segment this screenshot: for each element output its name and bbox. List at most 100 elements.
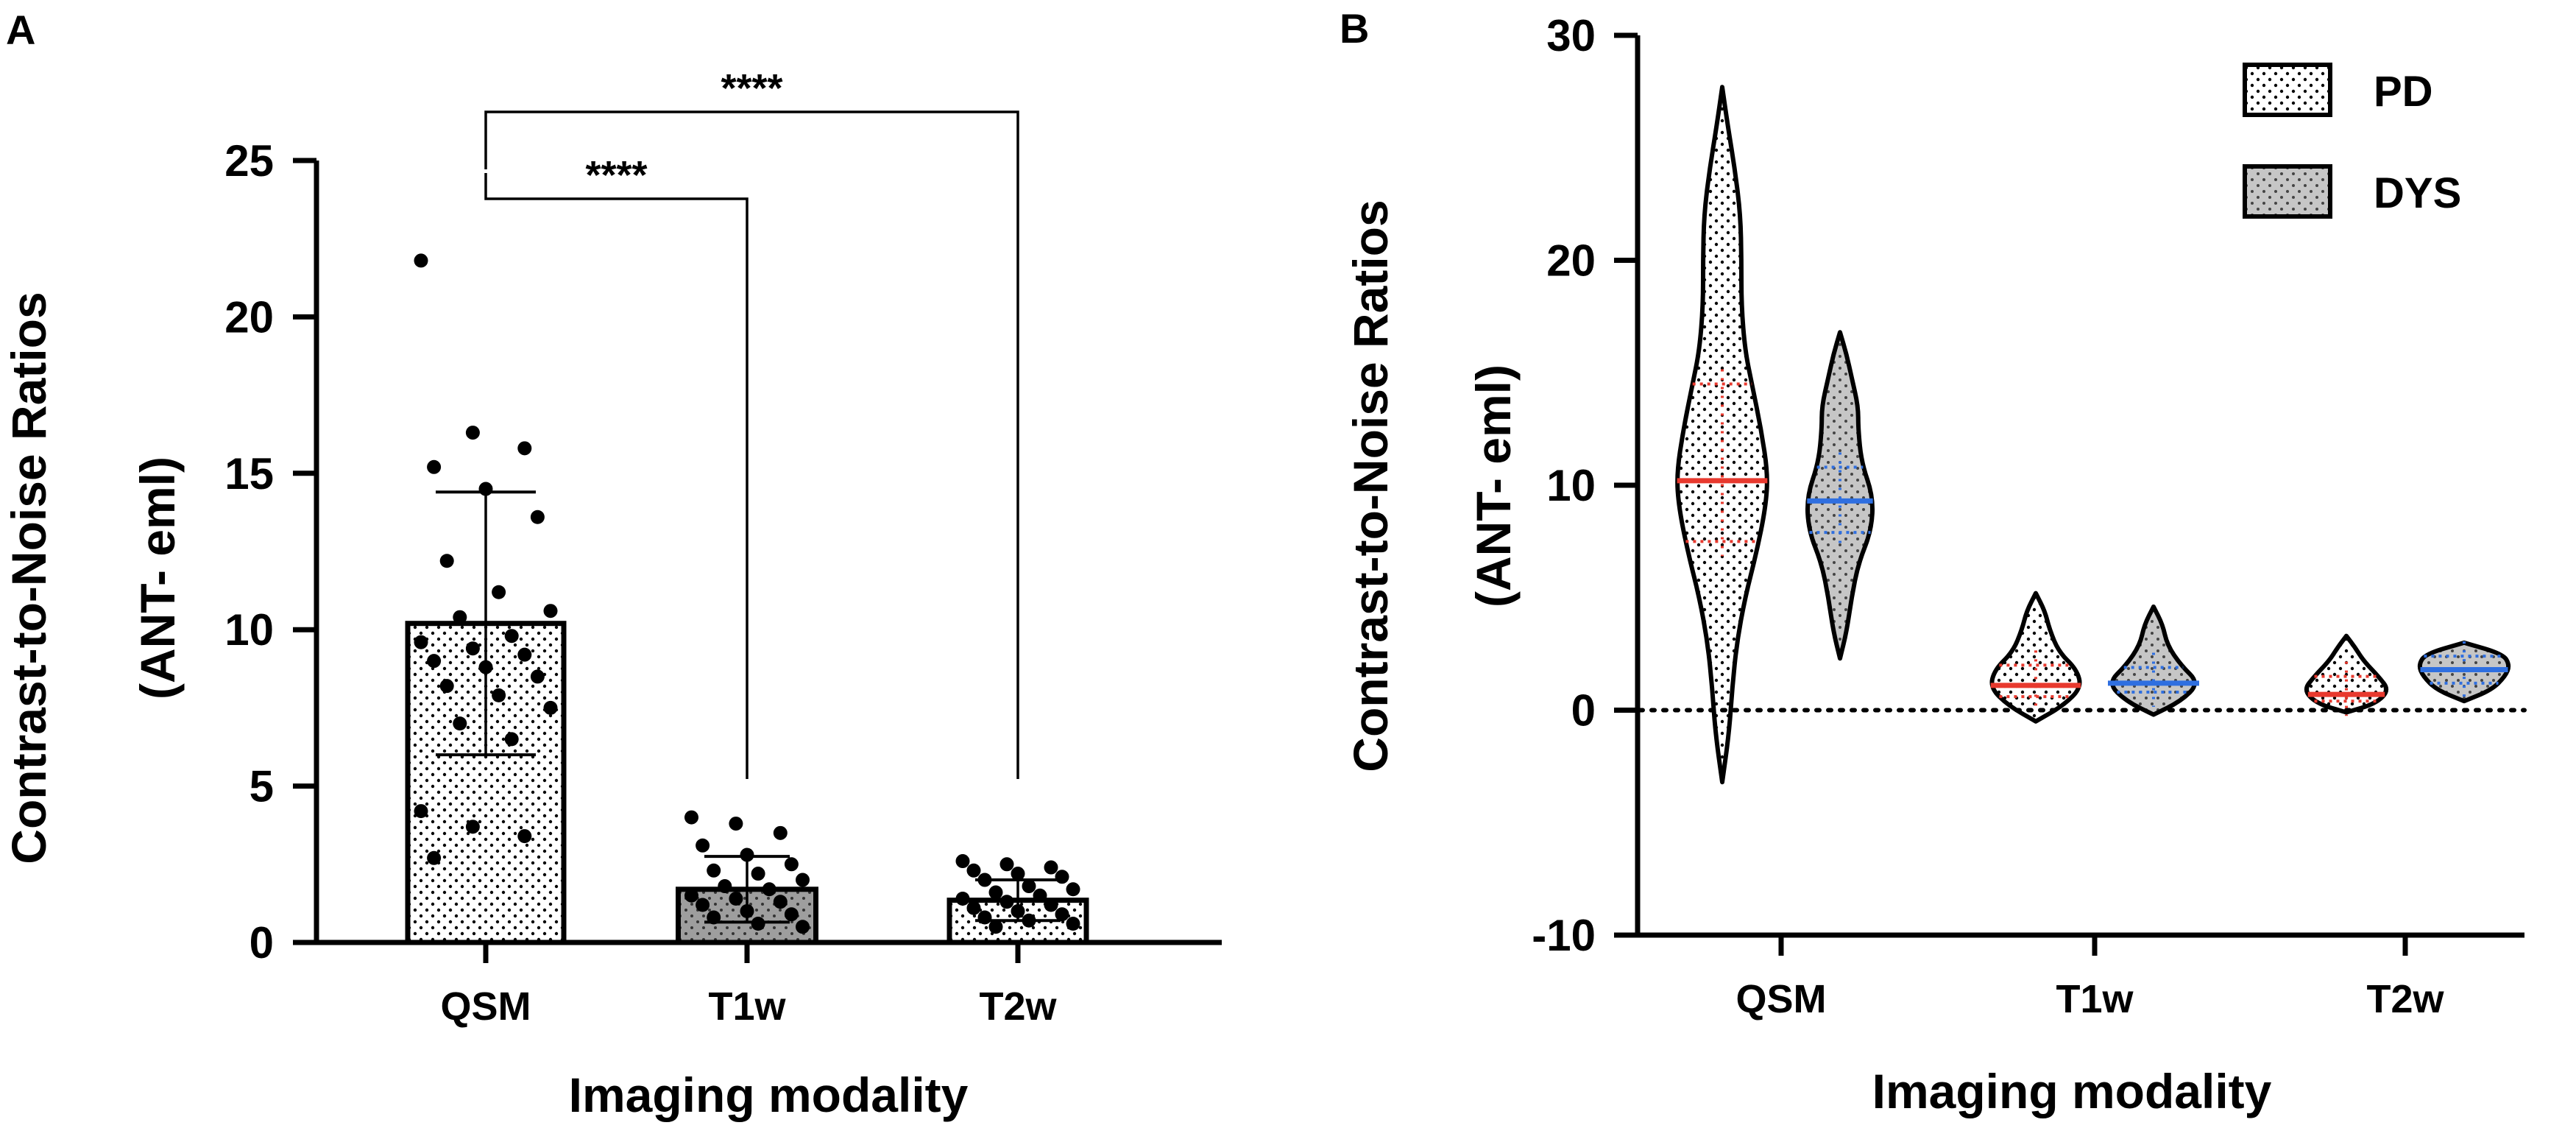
- panel-a-point-qsm-3: [427, 459, 442, 474]
- panel-a-y-tick-label-10: 10: [224, 605, 274, 655]
- panel-a-point-qsm-7: [492, 585, 506, 599]
- panel-a-point-t2w-19: [1066, 917, 1080, 931]
- panel-a-point-qsm-23: [465, 820, 480, 834]
- panel-a-point-t2w-17: [977, 910, 992, 925]
- panel-a-point-qsm-19: [543, 700, 558, 715]
- panel-a-point-qsm-15: [478, 660, 493, 674]
- panel-a-point-t1w-12: [729, 892, 743, 906]
- panel-a-significance-brackets: **** ****: [484, 66, 1019, 779]
- panel-a-y-tick-label-0: 0: [250, 918, 274, 967]
- panel-a-point-t1w-19: [796, 920, 810, 934]
- panel-a-point-t2w-3: [966, 863, 981, 878]
- panel-a-bar-chart: A Contrast-to-Noise Ratios (ANT- eml) **…: [1, 7, 1222, 1122]
- panel-a-point-t2w-9: [988, 885, 1003, 900]
- panel-b-legend-label-dys: DYS: [2374, 169, 2461, 217]
- panel-b-x-tick-label-t2w: T2w: [2366, 977, 2444, 1021]
- panel-a-point-t1w-5: [784, 857, 799, 872]
- panel-a-y-tick-label-20: 20: [224, 292, 274, 342]
- panel-b-x-axis-title: Imaging modality: [1872, 1064, 2272, 1118]
- panel-a-point-t2w-13: [1044, 898, 1058, 912]
- panel-b-violin-pd-qsm: [1675, 85, 1769, 785]
- panel-a-point-t1w-8: [796, 873, 810, 887]
- panel-a-point-t2w-0: [955, 854, 970, 869]
- panel-a-point-t1w-18: [751, 917, 765, 931]
- panel-a-y-axis-title-line2: (ANT- eml): [130, 457, 185, 699]
- panel-b-y-tick-label-0: 0: [1571, 686, 1596, 736]
- panel-a-point-qsm-12: [465, 641, 480, 656]
- panel-a-point-qsm-6: [439, 554, 454, 568]
- panel-a-point-qsm-18: [492, 688, 506, 702]
- panel-a-x-axis-title: Imaging modality: [569, 1068, 969, 1122]
- panel-a-point-t2w-16: [1055, 907, 1069, 922]
- panel-a-point-qsm-11: [414, 635, 428, 649]
- panel-a-point-qsm-2: [517, 441, 532, 456]
- panel-a-point-qsm-14: [427, 654, 442, 669]
- panel-a-y-tick-label-5: 5: [250, 762, 274, 811]
- panel-b-legend-swatch-dys: [2243, 164, 2332, 219]
- panel-a-point-t2w-18: [1022, 913, 1036, 928]
- panel-b-y-tick-label-10: 10: [1546, 461, 1596, 510]
- panel-a-point-t1w-2: [773, 825, 788, 840]
- panel-b-y-tick-label-20: 20: [1546, 236, 1596, 286]
- panel-a-point-t1w-16: [784, 907, 799, 922]
- panel-b-violin-chart: B Contrast-to-Noise Ratios (ANT- eml) -1…: [1340, 5, 2527, 1118]
- panel-a-point-t1w-9: [718, 879, 732, 894]
- panel-b-legend: PD DYS: [2243, 63, 2461, 219]
- panel-a-x-ticks: QSM T1w T2w: [440, 942, 1058, 1029]
- panel-a-point-t2w-6: [977, 873, 992, 887]
- panel-a-point-t1w-4: [740, 847, 754, 862]
- panel-b-legend-label-pd: PD: [2374, 68, 2433, 116]
- panel-a-point-t1w-11: [684, 888, 698, 903]
- panel-a-point-t1w-15: [740, 904, 754, 919]
- panel-b-violin-pd-t1w: [1989, 591, 2082, 724]
- panel-a-point-t2w-2: [1044, 860, 1058, 875]
- panel-b-y-tick-label-30: 30: [1546, 11, 1596, 60]
- panel-b-letter: B: [1340, 5, 1369, 52]
- panel-a-sig-bracket-1: [484, 173, 749, 779]
- panel-a-x-tick-label-t1w: T1w: [708, 984, 786, 1029]
- panel-a-y-tick-label-25: 25: [224, 136, 274, 186]
- panel-a-point-t1w-14: [696, 898, 710, 912]
- panel-a-point-qsm-8: [543, 604, 558, 618]
- panel-a-point-t2w-11: [955, 892, 970, 906]
- panel-a-data-points: [414, 253, 1080, 934]
- panel-b-violin-dys-t1w: [2110, 604, 2197, 717]
- panel-a-point-t2w-8: [1066, 882, 1080, 897]
- panel-a-point-qsm-24: [517, 829, 532, 844]
- panel-a-point-qsm-22: [414, 804, 428, 819]
- panel-a-point-t1w-10: [762, 882, 776, 897]
- panel-a-point-t2w-4: [1011, 867, 1025, 881]
- panel-b-y-ticks: -10 0 10 20 30: [1532, 11, 1638, 960]
- panel-a-x-tick-label-qsm: QSM: [440, 984, 531, 1029]
- panel-a-point-t2w-10: [1033, 888, 1047, 903]
- panel-a-point-t1w-3: [696, 838, 710, 853]
- panel-a-point-t1w-7: [751, 867, 765, 881]
- panel-a-point-qsm-5: [530, 510, 545, 524]
- panel-a-point-qsm-17: [439, 679, 454, 694]
- panel-b-violins: [1675, 85, 2511, 785]
- panel-a-point-qsm-20: [453, 716, 467, 731]
- panel-a-point-t2w-12: [999, 895, 1014, 909]
- panel-a-point-qsm-25: [427, 850, 442, 865]
- panel-a-point-qsm-4: [478, 482, 493, 496]
- panel-b-y-axis-title-line2: (ANT- eml): [1466, 364, 1521, 607]
- panel-a-point-qsm-9: [453, 610, 467, 624]
- panel-a-point-qsm-13: [517, 647, 532, 662]
- panel-a-y-ticks: 0 5 10 15 20 25: [224, 136, 316, 967]
- panel-a-x-tick-label-t2w: T2w: [979, 984, 1057, 1029]
- panel-a-point-t1w-6: [707, 863, 721, 878]
- panel-a-point-t2w-5: [1055, 870, 1069, 884]
- panel-a-point-qsm-16: [530, 669, 545, 684]
- panel-a-point-t2w-15: [1011, 904, 1025, 919]
- panel-a-point-t1w-1: [729, 817, 743, 831]
- panel-a-sig-label-2: ****: [721, 66, 782, 110]
- panel-a-point-t2w-7: [1022, 879, 1036, 894]
- panel-a-point-qsm-1: [465, 426, 480, 440]
- panel-a-point-t2w-1: [999, 857, 1014, 872]
- panel-b-y-tick-label-10: -10: [1532, 911, 1596, 960]
- panel-a-sig-bracket-2: [484, 110, 1019, 779]
- panel-a-point-qsm-0: [414, 253, 428, 268]
- panel-a-point-qsm-21: [504, 732, 519, 747]
- panel-b-y-axis-title-line1: Contrast-to-Noise Ratios: [1343, 200, 1398, 772]
